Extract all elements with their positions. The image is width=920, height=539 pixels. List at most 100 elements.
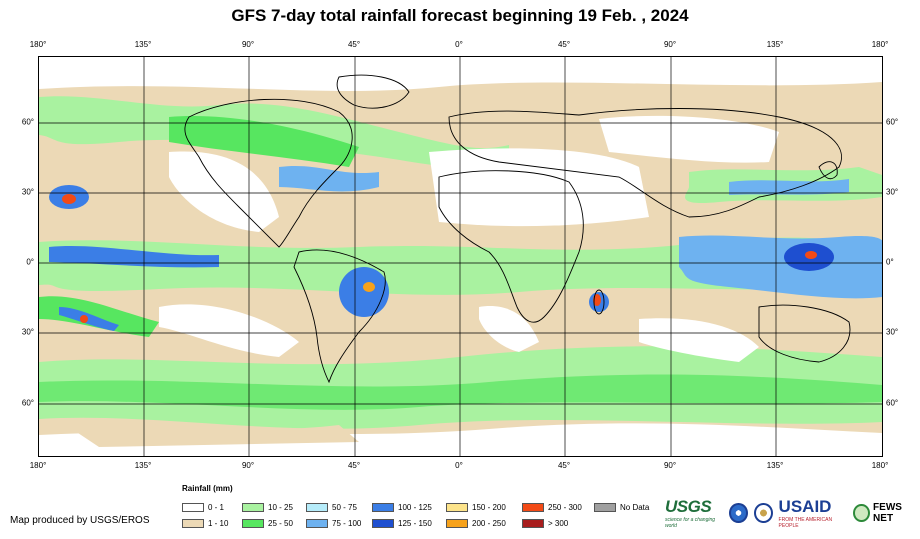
lon-tick-top: 135° <box>134 40 152 49</box>
logo-strip: USGS science for a changing world USAID FR… <box>665 497 920 529</box>
lon-tick-bottom: 135° <box>766 461 784 470</box>
lon-tick-bottom: 0° <box>455 461 463 470</box>
legend-label: 25 - 50 <box>268 518 293 528</box>
dry-siberia <box>599 115 779 163</box>
precip-band-spcz <box>39 296 159 337</box>
usgs-tagline: science for a changing world <box>665 517 716 529</box>
lat-tick-right: 60° <box>886 398 899 408</box>
legend-swatch <box>306 518 328 528</box>
dry-south-atlantic <box>479 306 539 352</box>
graticule <box>39 57 882 456</box>
legend-label: > 300 <box>548 518 569 528</box>
lon-tick-bottom: 180° <box>29 461 47 470</box>
lat-tick-right: 30° <box>886 327 899 337</box>
legend-item: 250 - 300 <box>522 502 582 512</box>
japan-outline <box>818 161 838 180</box>
lat-tick-right: 30° <box>886 187 899 197</box>
fews-net-logo-icon: FEWS NET <box>853 502 920 524</box>
dry-patch <box>69 424 359 447</box>
legend-label: No Data <box>620 502 650 512</box>
lon-tick-top: 45° <box>347 40 361 49</box>
usaid-logo-icon: USAID FROM THE AMERICAN PEOPLE <box>779 497 848 529</box>
legend-swatch <box>522 518 544 528</box>
precip-heavy-pacific-itcz <box>49 245 219 268</box>
legend-item: 50 - 75 <box>306 502 357 512</box>
lat-tick-right: 0° <box>886 257 894 267</box>
precip-heavy-amazon <box>339 267 389 317</box>
usgs-logo-icon: USGS science for a changing world <box>665 497 723 529</box>
legend-item: 1 - 10 <box>182 518 228 528</box>
lon-tick-bottom: 135° <box>134 461 152 470</box>
legend-swatch <box>242 518 264 528</box>
dry-indian-ocean <box>639 318 759 362</box>
precip-heavy-atlantic <box>279 165 379 192</box>
lon-tick-bottom: 90° <box>241 461 255 470</box>
legend-swatch <box>522 502 544 512</box>
legend-item: 100 - 125 <box>372 502 432 512</box>
legend-label: 10 - 25 <box>268 502 293 512</box>
precip-max-png <box>805 251 817 259</box>
legend-swatch <box>182 502 204 512</box>
legend-label: 1 - 10 <box>208 518 229 528</box>
madagascar-outline <box>593 289 605 315</box>
north-america-outline <box>184 98 353 248</box>
australia-outline <box>758 304 851 363</box>
lat-tick-left: 60° <box>21 398 34 408</box>
lat-tick-left: 0° <box>26 257 34 267</box>
legend-swatch <box>594 502 616 512</box>
continent-outlines <box>184 74 851 384</box>
legend-item: 200 - 250 <box>446 518 506 528</box>
rainfall-legend: Rainfall (mm) 0 - 1 1 - 10 10 - 25 25 - … <box>182 484 662 534</box>
legend-swatch <box>372 502 394 512</box>
lon-tick-bottom: 45° <box>347 461 361 470</box>
lon-tick-bottom: 45° <box>557 461 571 470</box>
lon-tick-bottom: 90° <box>663 461 677 470</box>
lon-tick-top: 0° <box>455 40 463 49</box>
lat-tick-left: 30° <box>21 327 34 337</box>
precip-max-hawaii <box>62 194 76 204</box>
fews-wordmark: FEWS NET <box>873 502 902 524</box>
legend-swatch <box>372 518 394 528</box>
legend-title: Rainfall (mm) <box>182 484 233 493</box>
legend-label: 75 - 100 <box>332 518 362 528</box>
legend-swatch <box>182 518 204 528</box>
map-title: GFS 7-day total rainfall forecast beginn… <box>231 6 689 25</box>
noaa-seal-icon <box>729 503 748 523</box>
usaid-tagline: FROM THE AMERICAN PEOPLE <box>778 517 833 529</box>
fews-leaf-icon <box>853 504 871 522</box>
legend-label: 250 - 300 <box>548 502 582 512</box>
lon-tick-top: 180° <box>29 40 47 49</box>
legend-label: 50 - 75 <box>332 502 357 512</box>
lon-tick-top: 180° <box>871 40 889 49</box>
lon-tick-top: 90° <box>241 40 255 49</box>
legend-label: 200 - 250 <box>472 518 506 528</box>
legend-swatch <box>446 518 468 528</box>
lat-tick-right: 60° <box>886 117 899 127</box>
usaid-wordmark: USAID <box>778 497 832 516</box>
legend-swatch <box>446 502 468 512</box>
map-credit: Map produced by USGS/EROS <box>10 515 150 526</box>
legend-item: 75 - 100 <box>306 518 361 528</box>
lon-tick-top: 45° <box>557 40 571 49</box>
precip-max-madagascar <box>593 294 601 306</box>
usgs-wordmark: USGS <box>665 497 712 516</box>
rainfall-map <box>38 56 883 457</box>
dry-sahara <box>429 148 649 227</box>
africa-outline <box>438 170 584 323</box>
legend-item: > 300 <box>522 518 568 528</box>
lon-tick-bottom: 180° <box>871 461 889 470</box>
lon-tick-top: 135° <box>766 40 784 49</box>
legend-label: 100 - 125 <box>398 502 432 512</box>
lon-tick-top: 90° <box>663 40 677 49</box>
lat-tick-left: 60° <box>21 117 34 127</box>
legend-item: 25 - 50 <box>242 518 293 528</box>
south-america-outline <box>293 249 386 384</box>
precip-band-north-pacific-heavy <box>169 116 359 167</box>
legend-item: 150 - 200 <box>446 502 506 512</box>
rainfall-map-svg <box>39 57 882 456</box>
precip-max-amazon <box>363 282 375 292</box>
lat-tick-left: 30° <box>21 187 34 197</box>
legend-swatch <box>242 502 264 512</box>
legend-label: 150 - 200 <box>472 502 506 512</box>
legend-item: 125 - 150 <box>372 518 432 528</box>
